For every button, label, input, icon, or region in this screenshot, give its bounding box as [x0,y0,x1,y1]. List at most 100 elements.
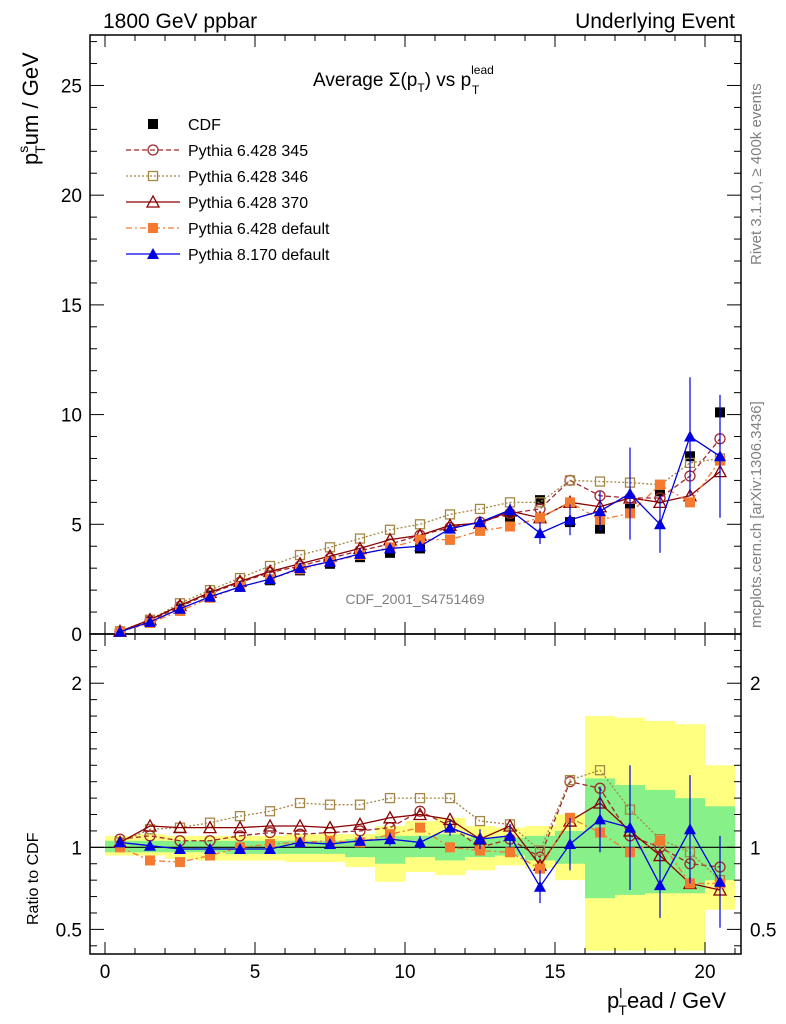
x-tick-label: 20 [694,962,715,983]
data-point [594,813,606,825]
data-point [262,818,278,832]
data-point [175,857,185,868]
data-point [475,845,485,856]
data-point [535,495,545,506]
header-left: 1800 GeV ppbar [103,10,257,33]
data-point [294,797,306,809]
data-point [444,792,456,804]
data-point [414,540,426,552]
data-point [384,833,396,845]
legend-label: Pythia 6.428 345 [188,143,308,160]
data-point [655,835,665,846]
data-point [474,516,486,528]
data-point [324,555,336,567]
data-point [474,833,486,845]
data-point [474,815,486,827]
ratio-plot-frame [89,633,742,955]
data-point [565,497,575,508]
data-point [714,450,726,462]
data-point [384,792,396,804]
data-point [264,573,276,585]
data-point [354,834,366,846]
data-point [445,534,455,545]
side-label-top: Rivet 3.1.10, ≥ 400k events [748,83,765,265]
series-line [119,780,721,868]
data-point [474,503,486,515]
data-point [714,875,726,887]
legend-label: Pythia 8.170 default [188,247,330,264]
legend-marker [147,144,159,156]
data-point [234,830,246,842]
data-point [414,805,426,817]
y-tick-label: 10 [61,406,82,427]
series-line [119,457,721,632]
data-point [654,518,666,530]
ratio-y-tick-label-right: 2 [750,674,761,695]
data-point [444,821,456,833]
data-point [535,512,545,523]
data-point [534,497,546,508]
data-point [384,542,396,554]
data-point [414,792,426,804]
legend-item: CDF [148,117,221,134]
y-tick-label: 0 [71,625,82,646]
y-tick-label: 5 [71,515,82,536]
green-band [345,839,375,858]
ratio-y-tick-label-right: 1 [750,838,761,859]
data-point [655,486,665,497]
data-point [594,765,606,776]
series-line [119,802,721,891]
svg-text:mcplots.cern.ch [arXiv:1306.34: mcplots.cern.ch [arXiv:1306.3436] [748,401,765,628]
data-point [505,847,515,858]
data-point [534,880,546,892]
header-right: Underlying Event [575,10,735,33]
y-tick-label: 15 [61,296,82,317]
data-point [174,602,186,614]
watermark: CDF_2001_S4751469 [345,591,485,607]
data-point [294,549,306,561]
data-point [564,838,576,850]
data-point [594,505,606,517]
legend-marker [147,248,159,259]
data-point [352,817,368,831]
legend-label: Pythia 6.428 346 [188,169,308,186]
data-point [564,513,576,525]
series-line [119,460,721,633]
data-point [684,430,696,442]
data-point [504,829,516,841]
data-point [624,487,636,499]
data-point [204,590,216,602]
data-point [654,879,666,891]
legend-marker [148,119,158,129]
series-4 [114,765,726,928]
data-point [324,838,336,850]
data-point [354,547,366,559]
x-tick-label: 15 [544,962,565,983]
data-point [144,839,156,851]
side-label-bottom: mcplots.cern.ch [arXiv:1306.3436] [748,401,765,628]
data-point [594,476,606,487]
data-point [685,497,695,508]
data-point [444,522,456,534]
data-point [264,560,276,572]
legend-item: Pythia 6.428 345 [126,143,308,160]
legend-label: Pythia 6.428 default [188,221,330,238]
data-point [624,821,636,833]
main-plot [112,377,728,638]
data-point [264,806,276,817]
data-point [204,842,216,854]
data-point [264,826,276,839]
data-point [564,774,576,786]
x-tick-label: 5 [250,962,261,983]
data-point [444,509,456,520]
legend-label: CDF [188,117,221,134]
data-point [172,820,188,834]
data-point [535,863,545,874]
legend-marker [145,194,161,208]
data-point [234,811,246,822]
data-point [534,845,546,856]
legend-item: Pythia 6.428 default [126,221,330,238]
ratio-y-tick-label-right: 0.5 [750,920,776,941]
data-point [655,479,665,490]
data-point [354,799,366,810]
